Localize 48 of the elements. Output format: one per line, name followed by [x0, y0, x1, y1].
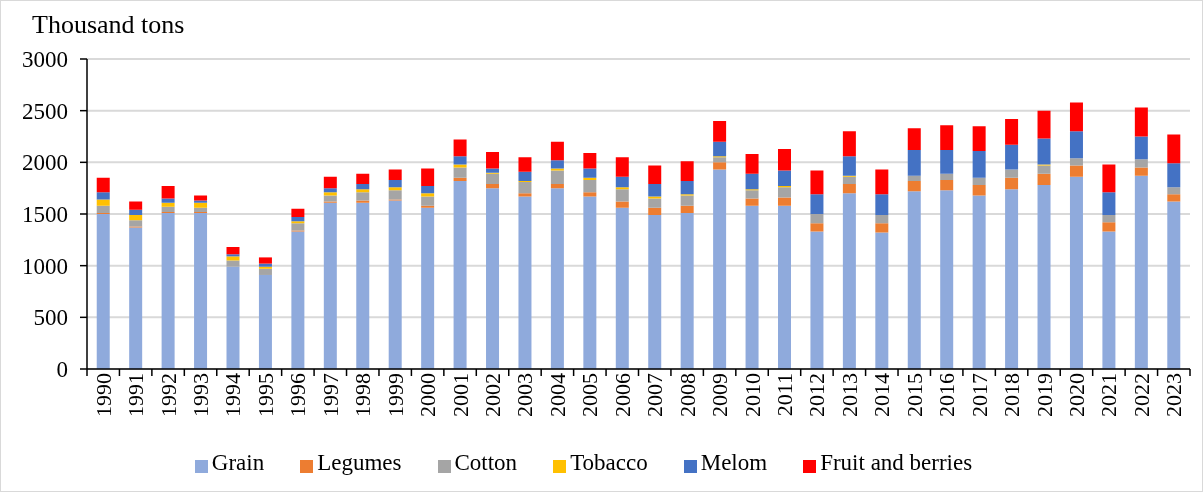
x-tick-label: 2005 [577, 373, 603, 417]
x-tick-label: 2020 [1063, 373, 1089, 417]
y-tick-label: 3000 [22, 47, 68, 73]
y-tick-label: 1500 [22, 202, 68, 228]
x-tick-label: 2007 [642, 373, 668, 417]
legend-label: Cotton [454, 450, 518, 475]
legend-label: Tobacco [570, 450, 648, 475]
legend-label: Fruit and berries [820, 450, 973, 475]
x-tick-label: 2021 [1096, 373, 1122, 417]
x-tick-label: 1993 [188, 373, 214, 417]
x-tick-label: 2013 [836, 373, 862, 417]
x-tick-label: 2023 [1161, 373, 1187, 417]
x-tick-label: 2006 [609, 373, 635, 417]
y-tick-label: 2000 [22, 150, 68, 176]
legend-label: Melom [700, 450, 768, 475]
x-tick-label: 1999 [382, 373, 408, 417]
x-tick-label: 2014 [869, 373, 895, 417]
x-tick-label: 1994 [220, 373, 246, 417]
x-tick-label: 1997 [317, 373, 343, 417]
x-tick-label: 2001 [447, 373, 473, 417]
x-tick-label: 2004 [544, 373, 570, 417]
x-tick-label: 2002 [480, 373, 506, 417]
x-tick-label: 2019 [1031, 373, 1057, 417]
x-tick-label: 2022 [1128, 373, 1154, 417]
x-tick-label: 2017 [966, 373, 992, 417]
y-axis-title: Thousand tons [32, 10, 185, 40]
y-tick-label: 0 [56, 357, 68, 383]
legend-label: Legumes [317, 450, 402, 475]
x-tick-label: 1998 [350, 373, 376, 417]
x-tick-label: 1992 [155, 373, 181, 417]
x-tick-label: 2016 [934, 373, 960, 417]
x-tick-label: 2010 [739, 373, 765, 417]
x-tick-label: 1990 [90, 373, 116, 417]
legend-label: Grain [211, 450, 265, 475]
x-tick-label: 2015 [901, 373, 927, 417]
x-tick-label: 2018 [999, 373, 1025, 417]
y-tick-label: 1000 [22, 253, 68, 279]
y-tick-label: 500 [33, 305, 68, 331]
x-tick-label: 2008 [674, 373, 700, 417]
x-tick-label: 2003 [512, 373, 538, 417]
x-tick-label: 2000 [415, 373, 441, 417]
y-tick-label: 2500 [22, 98, 68, 124]
x-tick-label: 2009 [707, 373, 733, 417]
x-tick-label: 2011 [771, 373, 797, 417]
x-tick-label: 2012 [804, 373, 830, 417]
x-tick-label: 1995 [252, 373, 278, 417]
x-tick-label: 1991 [123, 373, 149, 417]
x-tick-label: 1996 [285, 373, 311, 417]
